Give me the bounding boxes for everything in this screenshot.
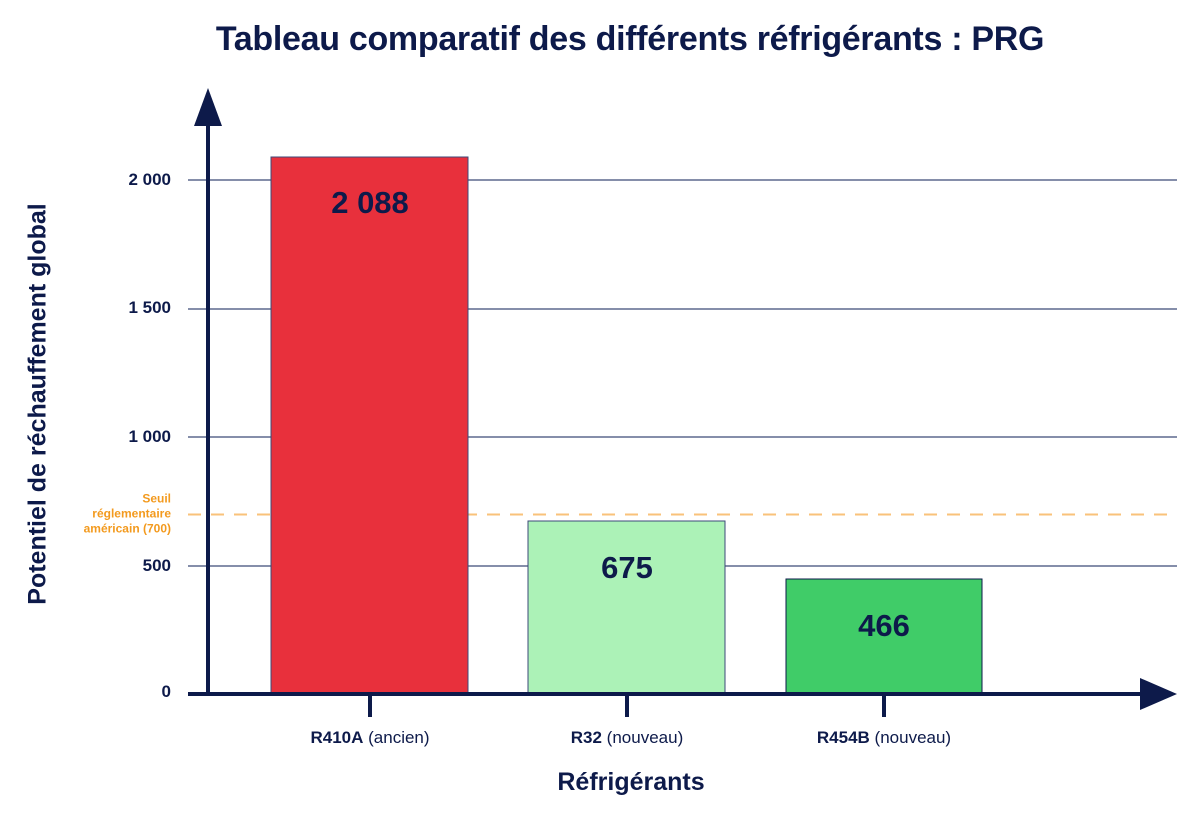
category-label-r454b: R454B (nouveau) — [817, 728, 951, 748]
category-note: (ancien) — [368, 728, 430, 747]
y-tick-label-500: 500 — [142, 556, 171, 575]
bar-r454b — [785, 578, 983, 695]
bar-r32 — [527, 520, 726, 695]
category-name: R454B — [816, 728, 870, 747]
bar-value-r32: 675 — [601, 550, 653, 585]
threshold-label-line-1: Seuil — [142, 491, 171, 506]
y-tick-label-2000: 2 000 — [128, 170, 171, 189]
bar-value-r410a: 2 088 — [331, 185, 409, 220]
threshold-label: Seuil réglementaire américain (700) — [84, 492, 171, 537]
y-tick-label-0: 0 — [161, 682, 171, 701]
x-axis-label: Réfrigérants — [557, 768, 705, 796]
category-name: R32 — [570, 728, 602, 747]
category-label-r410a: R410A (ancien) — [310, 728, 429, 748]
category-note: (nouveau) — [606, 728, 684, 747]
threshold-label-line-2: réglementaire — [92, 506, 171, 521]
bar-r410a — [270, 156, 469, 695]
bar-value-r454b: 466 — [858, 608, 910, 643]
category-name: R410A — [310, 728, 364, 747]
y-tick-label-1500: 1 500 — [128, 298, 171, 317]
x-axis-arrow-icon — [1140, 678, 1177, 710]
category-note: (nouveau) — [874, 728, 952, 747]
y-axis-arrow-icon — [194, 88, 222, 126]
chart-title: Tableau comparatif des différents réfrig… — [215, 20, 1045, 58]
y-tick-label-1000: 1 000 — [128, 427, 171, 446]
category-label-r32: R32 (nouveau) — [571, 728, 683, 748]
threshold-label-line-3: américain (700) — [83, 521, 171, 536]
